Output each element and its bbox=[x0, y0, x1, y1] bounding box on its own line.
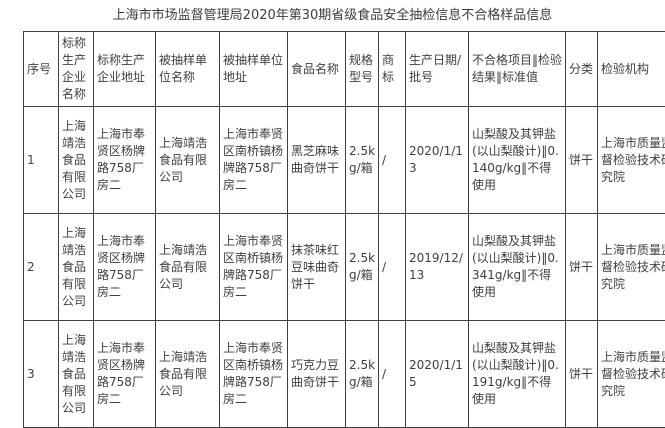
column-header-sampled-unit-address: 被抽样单位地址 bbox=[220, 32, 288, 107]
column-header-food-name: 食品名称 bbox=[288, 32, 346, 107]
column-header-index: 序号 bbox=[24, 32, 59, 107]
cell-failed-item: 山梨酸及其钾盐(以山梨酸计)‖0.191g/kg‖不得使用 bbox=[469, 321, 566, 428]
cell-brand: / bbox=[379, 214, 406, 321]
cell-sampled-unit-address: 上海市奉贤区南桥镇杨牌路758厂房二 bbox=[220, 107, 288, 214]
cell-production-date: 2020/1/13 bbox=[406, 107, 469, 214]
cell-inspection-agency: 上海市质量监督检验技术研究院 bbox=[598, 214, 665, 321]
cell-index: 2 bbox=[24, 214, 59, 321]
cell-manufacturer-address: 上海市奉贤区杨牌路758厂房二 bbox=[94, 321, 156, 428]
cell-production-date: 2019/12/13 bbox=[406, 214, 469, 321]
cell-inspection-agency: 上海市质量监督检验技术研究院 bbox=[598, 107, 665, 214]
cell-category: 饼干 bbox=[566, 214, 598, 321]
column-header-production-date: 生产日期/批号 bbox=[406, 32, 469, 107]
report-page: 上海市市场监督管理局2020年第30期省级食品安全抽检信息不合格样品信息 序号 bbox=[0, 0, 665, 419]
table-header-row: 序号 标称生产企业名称 标称生产企业地址 被抽样单位名称 被抽样单位地址 食品名… bbox=[24, 32, 665, 107]
cell-sampled-unit: 上海靖浩食品有限公司 bbox=[156, 321, 220, 428]
cell-sampled-unit-address: 上海市奉贤区南桥镇杨牌路758厂房二 bbox=[220, 214, 288, 321]
cell-category: 饼干 bbox=[566, 107, 598, 214]
cell-failed-item: 山梨酸及其钾盐(以山梨酸计)‖0.140g/kg‖不得使用 bbox=[469, 107, 566, 214]
table-body: 1 上海靖浩食品有限公司 上海市奉贤区杨牌路758厂房二 上海靖浩食品有限公司 … bbox=[24, 107, 665, 428]
cell-category: 饼干 bbox=[566, 321, 598, 428]
cell-brand: / bbox=[379, 107, 406, 214]
cell-manufacturer: 上海靖浩食品有限公司 bbox=[59, 214, 94, 321]
column-header-spec-model: 规格型号 bbox=[346, 32, 379, 107]
table-row: 2 上海靖浩食品有限公司 上海市奉贤区杨牌路758厂房二 上海靖浩食品有限公司 … bbox=[24, 214, 665, 321]
cell-sampled-unit: 上海靖浩食品有限公司 bbox=[156, 214, 220, 321]
table-row: 1 上海靖浩食品有限公司 上海市奉贤区杨牌路758厂房二 上海靖浩食品有限公司 … bbox=[24, 107, 665, 214]
column-header-manufacturer-address: 标称生产企业地址 bbox=[94, 32, 156, 107]
page-title: 上海市市场监督管理局2020年第30期省级食品安全抽检信息不合格样品信息 bbox=[0, 0, 665, 31]
cell-brand: / bbox=[379, 321, 406, 428]
column-header-category: 分类 bbox=[566, 32, 598, 107]
column-header-sampled-unit: 被抽样单位名称 bbox=[156, 32, 220, 107]
cell-index: 1 bbox=[24, 107, 59, 214]
cell-food-name: 抹茶味红豆味曲奇饼干 bbox=[288, 214, 346, 321]
cell-sampled-unit: 上海靖浩食品有限公司 bbox=[156, 107, 220, 214]
inspection-table-wrapper: 序号 标称生产企业名称 标称生产企业地址 被抽样单位名称 被抽样单位地址 食品名… bbox=[23, 31, 665, 428]
cell-production-date: 2020/1/15 bbox=[406, 321, 469, 428]
inspection-results-table: 序号 标称生产企业名称 标称生产企业地址 被抽样单位名称 被抽样单位地址 食品名… bbox=[23, 31, 665, 428]
cell-manufacturer-address: 上海市奉贤区杨牌路758厂房二 bbox=[94, 107, 156, 214]
column-header-manufacturer: 标称生产企业名称 bbox=[59, 32, 94, 107]
table-header: 序号 标称生产企业名称 标称生产企业地址 被抽样单位名称 被抽样单位地址 食品名… bbox=[24, 32, 665, 107]
column-header-failed-item: 不合格项目‖检验结果‖标准值 bbox=[469, 32, 566, 107]
column-header-brand: 商标 bbox=[379, 32, 406, 107]
cell-index: 3 bbox=[24, 321, 59, 428]
cell-inspection-agency: 上海市质量监督检验技术研究院 bbox=[598, 321, 665, 428]
cell-manufacturer-address: 上海市奉贤区杨牌路758厂房二 bbox=[94, 214, 156, 321]
cell-spec-model: 2.5kg/箱 bbox=[346, 107, 379, 214]
cell-spec-model: 2.5kg/箱 bbox=[346, 321, 379, 428]
column-header-inspection-agency: 检验机构 bbox=[598, 32, 665, 107]
cell-manufacturer: 上海靖浩食品有限公司 bbox=[59, 107, 94, 214]
cell-food-name: 黑芝麻味曲奇饼干 bbox=[288, 107, 346, 214]
cell-manufacturer: 上海靖浩食品有限公司 bbox=[59, 321, 94, 428]
cell-food-name: 巧克力豆曲奇饼干 bbox=[288, 321, 346, 428]
cell-spec-model: 2.5kg/箱 bbox=[346, 214, 379, 321]
cell-failed-item: 山梨酸及其钾盐(以山梨酸计)‖0.341g/kg‖不得使用 bbox=[469, 214, 566, 321]
cell-sampled-unit-address: 上海市奉贤区南桥镇杨牌路758厂房二 bbox=[220, 321, 288, 428]
table-row: 3 上海靖浩食品有限公司 上海市奉贤区杨牌路758厂房二 上海靖浩食品有限公司 … bbox=[24, 321, 665, 428]
